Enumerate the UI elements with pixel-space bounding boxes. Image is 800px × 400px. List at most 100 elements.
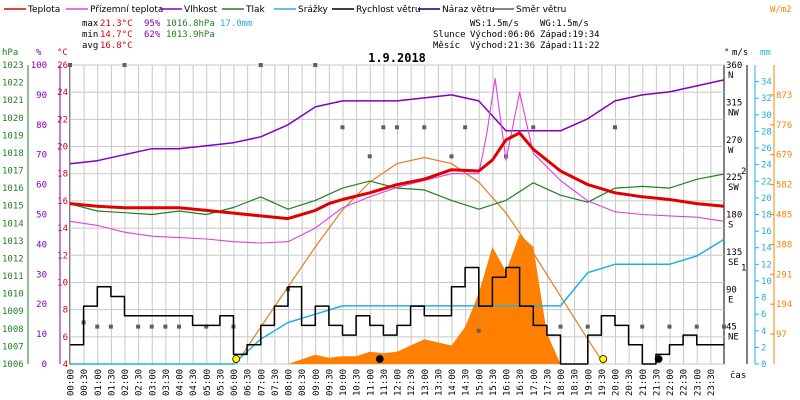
mm-tick-label: 32	[761, 94, 772, 104]
wm2-axis-title: W/m2	[770, 5, 792, 15]
hpa-tick-label: 1020	[2, 114, 24, 124]
x-tick-label: 21:00	[639, 369, 649, 396]
dir-tick-cardinal: W	[728, 146, 734, 156]
axes: 00:00 00:30 01:00 01:30 02:00 02:30 03:00 03:30…	[2, 5, 792, 396]
series-teoreticke-zareni	[235, 156, 605, 365]
temp-tick-label: 26	[57, 61, 68, 71]
x-tick-label: 12:00	[394, 369, 404, 396]
moon-rise: Východ:21:36	[470, 41, 535, 51]
mm-tick-label: 28	[761, 127, 772, 137]
x-tick-label: 02:30	[135, 369, 145, 396]
mm-tick-label: 20	[761, 194, 772, 204]
mm-tick-label: 30	[761, 111, 772, 121]
dir-tick-degrees: 180	[726, 211, 742, 221]
mm-tick-label: 4	[761, 327, 766, 337]
legend-label-tlak: Tlak	[245, 5, 266, 15]
dir-tick-degrees: 315	[726, 98, 742, 108]
dir-tick-cardinal: SE	[728, 258, 739, 268]
pct-axis-title: %	[36, 48, 42, 58]
stats-min-temp: 14.7°C	[100, 30, 133, 40]
mm-tick-label: 24	[761, 161, 772, 171]
stats-max-temp: 21.3°C	[100, 19, 133, 29]
x-tick-label: 19:30	[598, 369, 608, 396]
series-teplota	[69, 131, 725, 221]
dir-tick-cardinal: E	[728, 295, 733, 305]
mm-axis-title: mm	[760, 48, 771, 58]
temp-tick-label: 12	[57, 251, 68, 261]
series-prizemni-teplota	[69, 78, 725, 244]
hpa-tick-label: 1014	[2, 219, 24, 229]
plot-area	[68, 63, 726, 365]
wind-direction-point	[313, 63, 318, 67]
mm-tick-label: 16	[761, 227, 772, 237]
pct-tick-label: 10	[36, 330, 47, 340]
stats-max-rain: 17.0mm	[220, 19, 253, 29]
hpa-tick-label: 1018	[2, 149, 24, 159]
moon-label: Měsíc	[433, 41, 460, 51]
x-tick-label: 06:00	[230, 369, 240, 396]
x-tick-label: 14:00	[448, 369, 458, 396]
wind-direction-point	[722, 324, 726, 329]
x-tick-label: 04:00	[176, 369, 186, 396]
x-tick-label: 12:30	[407, 369, 417, 396]
x-tick-label: 23:00	[693, 369, 703, 396]
sunrise-marker	[232, 355, 241, 363]
temp-tick-label: 4	[63, 360, 68, 370]
stats-avg-temp: 16.8°C	[100, 41, 133, 51]
x-tick-label: 11:00	[366, 369, 376, 396]
wind-direction-point	[667, 324, 672, 329]
wind-direction-point	[558, 324, 563, 329]
dir-tick-degrees: 45	[726, 323, 737, 333]
wm2-tick-label: 485	[776, 211, 792, 221]
sun-set: Západ:19:34	[540, 30, 600, 40]
x-axis-title: čas	[730, 370, 746, 381]
legend-label-teplota: Teplota	[27, 5, 60, 15]
dir-tick-degrees: 270	[726, 136, 742, 146]
hpa-tick-label: 1022	[2, 79, 24, 89]
wind-direction-point	[122, 63, 127, 67]
temp-tick-label: 24	[57, 88, 68, 98]
hpa-tick-label: 1023	[2, 61, 24, 71]
dir-tick-degrees: 90	[726, 285, 737, 295]
x-tick-label: 20:30	[625, 369, 635, 396]
hpa-tick-label: 1016	[2, 184, 24, 194]
temp-tick-label: 14	[57, 224, 68, 234]
stats-min-hum: 62%	[144, 30, 161, 40]
hpa-tick-label: 1021	[2, 96, 24, 106]
pct-tick-label: 0	[42, 360, 47, 370]
wm2-tick-label: 679	[776, 151, 792, 161]
wind-direction-point	[613, 125, 617, 130]
x-tick-label: 07:00	[257, 369, 267, 396]
wind-direction-point	[531, 125, 536, 130]
wind-direction-point	[149, 324, 154, 329]
wind-direction-point	[177, 324, 181, 329]
hpa-tick-label: 1011	[2, 272, 24, 282]
legend-label-vlhkost: Vlhkost	[184, 5, 217, 15]
hpa-tick-label: 1019	[2, 131, 24, 141]
mm-tick-label: 18	[761, 211, 772, 221]
wind-direction-point	[163, 324, 168, 329]
temp-tick-label: 18	[57, 170, 68, 180]
x-tick-label: 21:30	[652, 369, 662, 396]
ms-axis-title: m/s	[732, 48, 748, 58]
wind-direction-point	[395, 125, 399, 130]
mm-tick-label: 12	[761, 260, 772, 270]
pct-tick-label: 40	[36, 240, 47, 250]
wm2-tick-label: 97	[776, 330, 787, 340]
pct-tick-label: 30	[36, 270, 47, 280]
x-tick-label: 18:30	[571, 369, 581, 396]
wind-wg: WG:1.5m/s	[540, 19, 589, 29]
pct-tick-label: 70	[36, 151, 47, 161]
x-tick-label: 18:00	[557, 369, 567, 396]
wm2-tick-label: 291	[776, 270, 792, 280]
temp-tick-label: 20	[57, 143, 68, 153]
wind-direction-point	[449, 154, 454, 159]
pct-tick-label: 80	[36, 121, 47, 131]
x-tick-label: 03:00	[148, 369, 158, 396]
x-tick-label: 05:30	[216, 369, 226, 396]
pct-tick-label: 60	[36, 181, 47, 191]
wind-direction-point	[68, 63, 72, 67]
wind-ws: WS:1.5m/s	[470, 19, 519, 29]
x-tick-label: 13:30	[434, 369, 444, 396]
x-tick-label: 15:00	[475, 369, 485, 396]
